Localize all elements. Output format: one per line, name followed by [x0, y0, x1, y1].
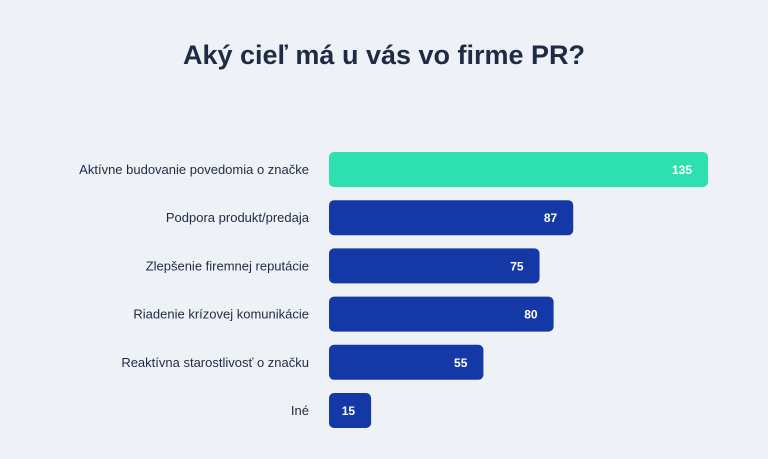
chart-title: Aký cieľ má u vás vo firme PR?: [182, 40, 586, 70]
value-label-0: 135: [672, 163, 692, 177]
value-label-3: 80: [524, 308, 538, 322]
value-label-1: 87: [544, 211, 558, 225]
bar-1: [329, 200, 574, 236]
value-label-5: 15: [342, 404, 356, 418]
category-label-3: Riadenie krízovej komunikácie: [133, 307, 309, 322]
bar-0: [329, 152, 708, 187]
category-label-4: Reaktívna starostlivosť o značku: [121, 355, 309, 370]
category-label-0: Aktívne budovanie povedomia o značke: [79, 162, 309, 177]
bar-3: [329, 296, 554, 332]
bar-4: [329, 344, 484, 380]
bar-5: [329, 393, 372, 428]
value-label-2: 75: [510, 259, 524, 273]
bar-2: [329, 248, 540, 284]
category-label-2: Zlepšenie firemnej reputácie: [146, 258, 309, 273]
category-label-1: Podpora produkt/predaja: [166, 210, 310, 225]
category-label-5: Iné: [291, 403, 309, 418]
value-label-4: 55: [454, 356, 468, 370]
